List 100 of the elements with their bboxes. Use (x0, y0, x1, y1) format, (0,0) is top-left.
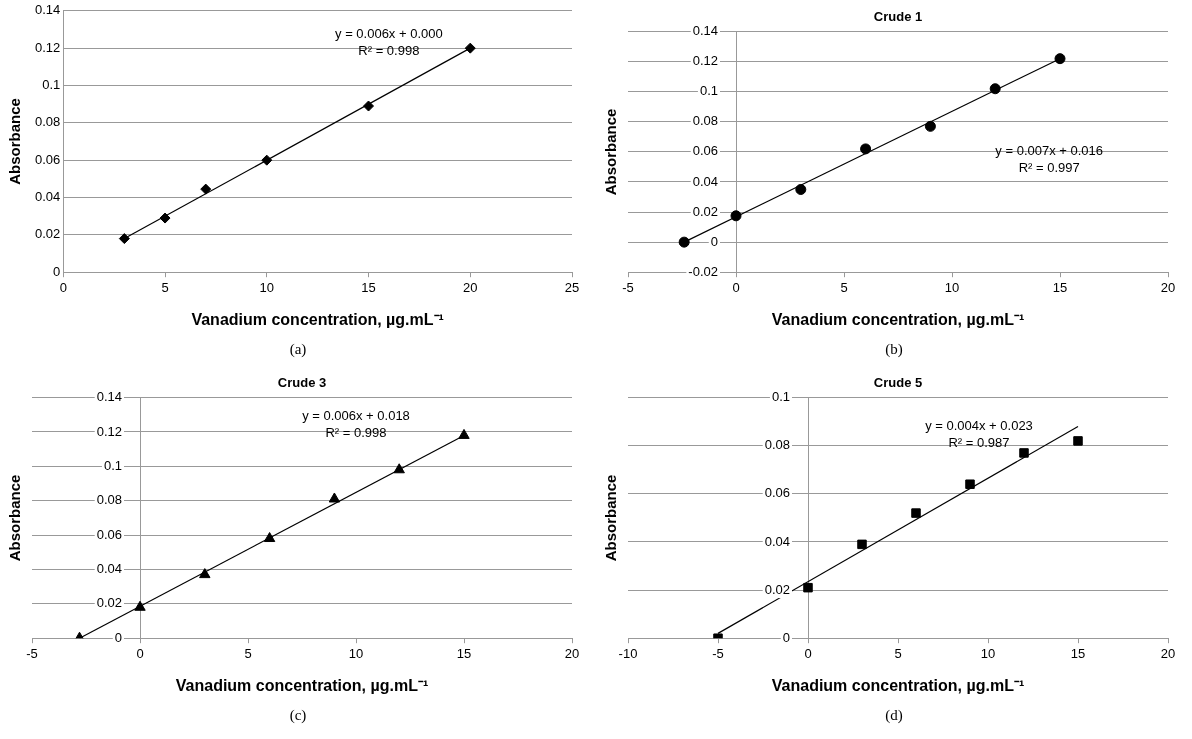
y-tick-label: 0.02 (34, 226, 61, 242)
point (730, 210, 742, 222)
annotation: R² = 0.998 (325, 425, 387, 441)
x-tick-label: 5 (244, 645, 252, 661)
point (458, 428, 470, 439)
x-tick-label: 10 (944, 279, 960, 295)
y-tick-label: 0 (114, 629, 122, 645)
point (464, 42, 476, 54)
annotation: y = 0.006x + 0.000 (335, 25, 443, 41)
x-tick-label: 20 (1160, 645, 1176, 661)
point (857, 539, 867, 550)
x-tick-label: -5 (712, 645, 724, 661)
point (393, 463, 405, 474)
y-tick-label: 0.1 (699, 83, 718, 99)
y-tick-label: 0 (782, 629, 790, 645)
x-axis-title: Vanadium concentration, µg.mL⁻¹ (175, 676, 429, 694)
y-tick-label: 0.1 (103, 457, 122, 473)
point (118, 233, 130, 245)
x-tick-label: 25 (564, 279, 580, 295)
point (1054, 53, 1066, 65)
y-axis-title: Absorbance (6, 98, 24, 185)
x-tick-label: 5 (840, 279, 848, 295)
y-tick-label: 0.06 (764, 485, 790, 501)
annotation: y = 0.004x + 0.023 (925, 418, 1033, 434)
x-tick-label: 10 (348, 645, 364, 661)
x-tick-label: 10 (980, 645, 996, 661)
x-tick-label: 20 (1160, 279, 1176, 295)
y-tick-label: 0.06 (692, 143, 718, 159)
point (1019, 448, 1029, 458)
point (328, 492, 341, 503)
x-tick-label: 20 (564, 645, 580, 661)
y-tick-label: 0.04 (96, 561, 122, 577)
point (159, 212, 171, 224)
y-axis-title: Absorbance (602, 108, 620, 196)
y-tick-label: 0.12 (96, 423, 122, 439)
y-tick-label: 0.08 (34, 114, 61, 130)
x-tick-label: 0 (732, 279, 740, 295)
point (263, 532, 276, 543)
x-tick-label: 5 (894, 645, 902, 661)
x-axis-title: Vanadium concentration, µg.mL⁻¹ (771, 676, 1025, 694)
y-axis-title: Absorbance (602, 474, 620, 562)
y-tick-label: 0.14 (34, 2, 61, 18)
y-tick-label: 0.08 (692, 113, 718, 129)
x-tick-label: 20 (463, 279, 478, 295)
point (924, 120, 936, 132)
annotation: y = 0.007x + 0.016 (995, 143, 1104, 159)
annotation: R² = 0.997 (1018, 160, 1080, 176)
x-tick-label: -10 (618, 645, 638, 661)
y-tick-label: 0.02 (96, 595, 122, 611)
x-tick-label: 15 (1052, 279, 1068, 295)
y-tick-label: 0.1 (42, 77, 61, 93)
x-tick-label: -5 (26, 645, 38, 661)
y-tick-label: 0.04 (34, 189, 61, 205)
y-tick-label: -0.02 (688, 263, 718, 279)
text: (c) (288, 706, 308, 725)
y-tick-label: 0.08 (764, 437, 790, 453)
point (134, 600, 146, 611)
x-tick-label: -5 (622, 279, 634, 295)
y-tick-label: 0.04 (692, 173, 718, 189)
y-tick-label: 0.14 (96, 389, 122, 405)
chart-title: Crude 3 (277, 375, 327, 391)
y-tick-label: 0.06 (96, 526, 122, 542)
annotation: R² = 0.987 (948, 435, 1010, 451)
y-tick-label: 0 (53, 263, 61, 279)
text: (b) (884, 340, 904, 359)
x-tick-label: 15 (1070, 645, 1086, 661)
y-tick-label: 0.12 (692, 53, 718, 69)
x-axis-title: Vanadium concentration, µg.mL⁻¹ (191, 310, 444, 328)
point (1073, 436, 1083, 446)
y-tick-label: 0.04 (764, 533, 790, 549)
annotation: R² = 0.998 (358, 42, 420, 58)
point (363, 100, 375, 112)
point (965, 479, 975, 489)
x-axis-title: Vanadium concentration, µg.mL⁻¹ (771, 310, 1025, 328)
x-tick-label: 0 (804, 645, 812, 661)
point (989, 83, 1001, 95)
annotation: y = 0.006x + 0.018 (302, 408, 410, 424)
y-tick-label: 0.06 (34, 151, 61, 167)
point (200, 183, 212, 195)
x-tick-label: 10 (259, 279, 275, 295)
chart-title: Crude 5 (873, 375, 923, 391)
x-tick-label: 5 (161, 279, 169, 295)
y-tick-label: 0.12 (34, 39, 61, 55)
y-tick-label: 0.14 (692, 23, 718, 39)
y-tick-label: 0.08 (96, 492, 122, 508)
y-axis-title: Absorbance (6, 474, 24, 562)
y-tick-label: 0 (710, 233, 718, 249)
y-tick-label: 0.1 (771, 389, 790, 405)
point (911, 508, 921, 518)
point (261, 154, 273, 166)
text: (d) (884, 706, 904, 725)
point (795, 183, 807, 195)
point (803, 582, 813, 593)
point (860, 143, 872, 155)
x-tick-label: 15 (361, 279, 376, 295)
chart-title: Crude 1 (873, 9, 923, 25)
point (199, 568, 211, 579)
y-tick-label: 0.02 (764, 581, 790, 597)
y-tick-label: 0.02 (692, 203, 718, 219)
point (678, 236, 690, 248)
